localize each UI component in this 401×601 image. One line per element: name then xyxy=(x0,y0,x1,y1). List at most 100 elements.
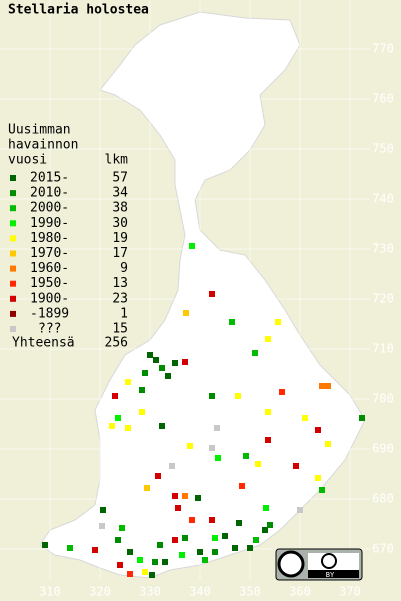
observation-square xyxy=(209,291,215,297)
x-grid-label: 370 xyxy=(339,585,361,599)
observation-square xyxy=(265,336,271,342)
y-grid-label: 690 xyxy=(372,442,394,456)
observation-square xyxy=(182,359,188,365)
observation-square xyxy=(115,415,121,421)
title: Stellaria holostea xyxy=(8,3,149,18)
legend-count: 30 xyxy=(112,216,128,231)
observation-square xyxy=(162,559,168,565)
observation-square xyxy=(127,549,133,555)
observation-square xyxy=(195,495,201,501)
legend-label: 1980- xyxy=(30,231,69,246)
license-badge: BY xyxy=(275,548,363,581)
observation-square xyxy=(147,352,153,358)
license-label: BY xyxy=(326,571,335,579)
x-grid-label: 340 xyxy=(189,585,211,599)
y-grid-label: 750 xyxy=(372,142,394,156)
observation-square xyxy=(319,487,325,493)
x-grid-label: 350 xyxy=(239,585,261,599)
observation-square xyxy=(165,373,171,379)
observation-square xyxy=(142,370,148,376)
legend-swatch xyxy=(10,220,16,227)
legend-count: 17 xyxy=(112,246,128,261)
observation-square xyxy=(67,545,73,551)
observation-square xyxy=(302,415,308,421)
observation-square xyxy=(182,493,188,499)
legend-swatch xyxy=(10,175,16,181)
legend-label: 1950- xyxy=(30,276,69,291)
observation-square xyxy=(144,485,150,491)
observation-square xyxy=(155,473,161,479)
observation-square xyxy=(92,547,98,553)
observation-square xyxy=(209,445,215,451)
total-count: 256 xyxy=(105,336,128,351)
observation-square xyxy=(112,393,118,399)
observation-square xyxy=(127,571,133,577)
y-grid-label: 760 xyxy=(372,92,394,106)
legend-count: 57 xyxy=(112,171,128,186)
observation-square xyxy=(214,425,220,431)
observation-square xyxy=(183,310,189,316)
legend-swatch xyxy=(10,250,16,257)
observation-square xyxy=(159,423,165,429)
observation-square xyxy=(315,475,321,481)
observation-square xyxy=(243,453,249,459)
observation-square xyxy=(209,393,215,399)
by-icon xyxy=(321,553,337,569)
observation-square xyxy=(265,437,271,443)
cc-icon xyxy=(277,550,305,578)
observation-square xyxy=(115,537,121,543)
legend-label: 1960- xyxy=(30,261,69,276)
observation-square xyxy=(182,535,188,541)
observation-square xyxy=(265,409,271,415)
observation-square xyxy=(153,357,159,363)
legend-swatch xyxy=(10,235,16,242)
legend-count: 19 xyxy=(112,231,128,246)
legend-count: 38 xyxy=(112,201,128,216)
observation-square xyxy=(159,365,165,371)
observation-square xyxy=(215,455,221,461)
legend-heading: Uusimman xyxy=(8,123,71,138)
legend-label: 1900- xyxy=(30,291,69,306)
y-grid-label: 670 xyxy=(372,542,394,556)
observation-square xyxy=(172,360,178,366)
legend-swatch xyxy=(10,190,16,197)
observation-square xyxy=(232,545,238,551)
legend-heading: havainnon xyxy=(8,138,78,153)
legend-swatch xyxy=(10,310,16,317)
legend-label: -1899 xyxy=(30,306,69,321)
y-grid-label: 730 xyxy=(372,242,394,256)
x-grid-label: 310 xyxy=(39,585,61,599)
observation-square xyxy=(142,569,148,575)
observation-square xyxy=(172,493,178,499)
observation-square xyxy=(262,527,268,533)
legend-count: 23 xyxy=(112,291,128,306)
observation-square xyxy=(100,507,106,513)
y-grid-label: 710 xyxy=(372,342,394,356)
legend-count: 13 xyxy=(112,276,128,291)
observation-square xyxy=(235,393,241,399)
y-grid-label: 740 xyxy=(372,192,394,206)
finland-outline xyxy=(39,11,366,579)
y-grid-label: 680 xyxy=(372,492,394,506)
legend-count-heading: lkm xyxy=(105,153,129,168)
badge-strip xyxy=(308,570,359,578)
observation-square xyxy=(189,517,195,523)
legend-label: 2015- xyxy=(30,171,69,186)
legend-label: 1970- xyxy=(30,246,69,261)
observation-square xyxy=(149,572,155,578)
observation-square xyxy=(117,562,123,568)
observation-square xyxy=(253,537,259,543)
observation-square xyxy=(99,523,105,529)
legend-count: 9 xyxy=(120,261,128,276)
legend-swatch xyxy=(10,295,16,302)
observation-square xyxy=(209,517,215,523)
observation-square xyxy=(202,557,208,563)
observation-square xyxy=(42,542,48,548)
legend-label: 1990- xyxy=(30,216,69,231)
observation-square xyxy=(229,319,235,325)
observation-square xyxy=(197,549,203,555)
observation-square xyxy=(152,559,158,565)
total-label: Yhteensä xyxy=(12,336,75,351)
observation-square xyxy=(263,505,269,511)
